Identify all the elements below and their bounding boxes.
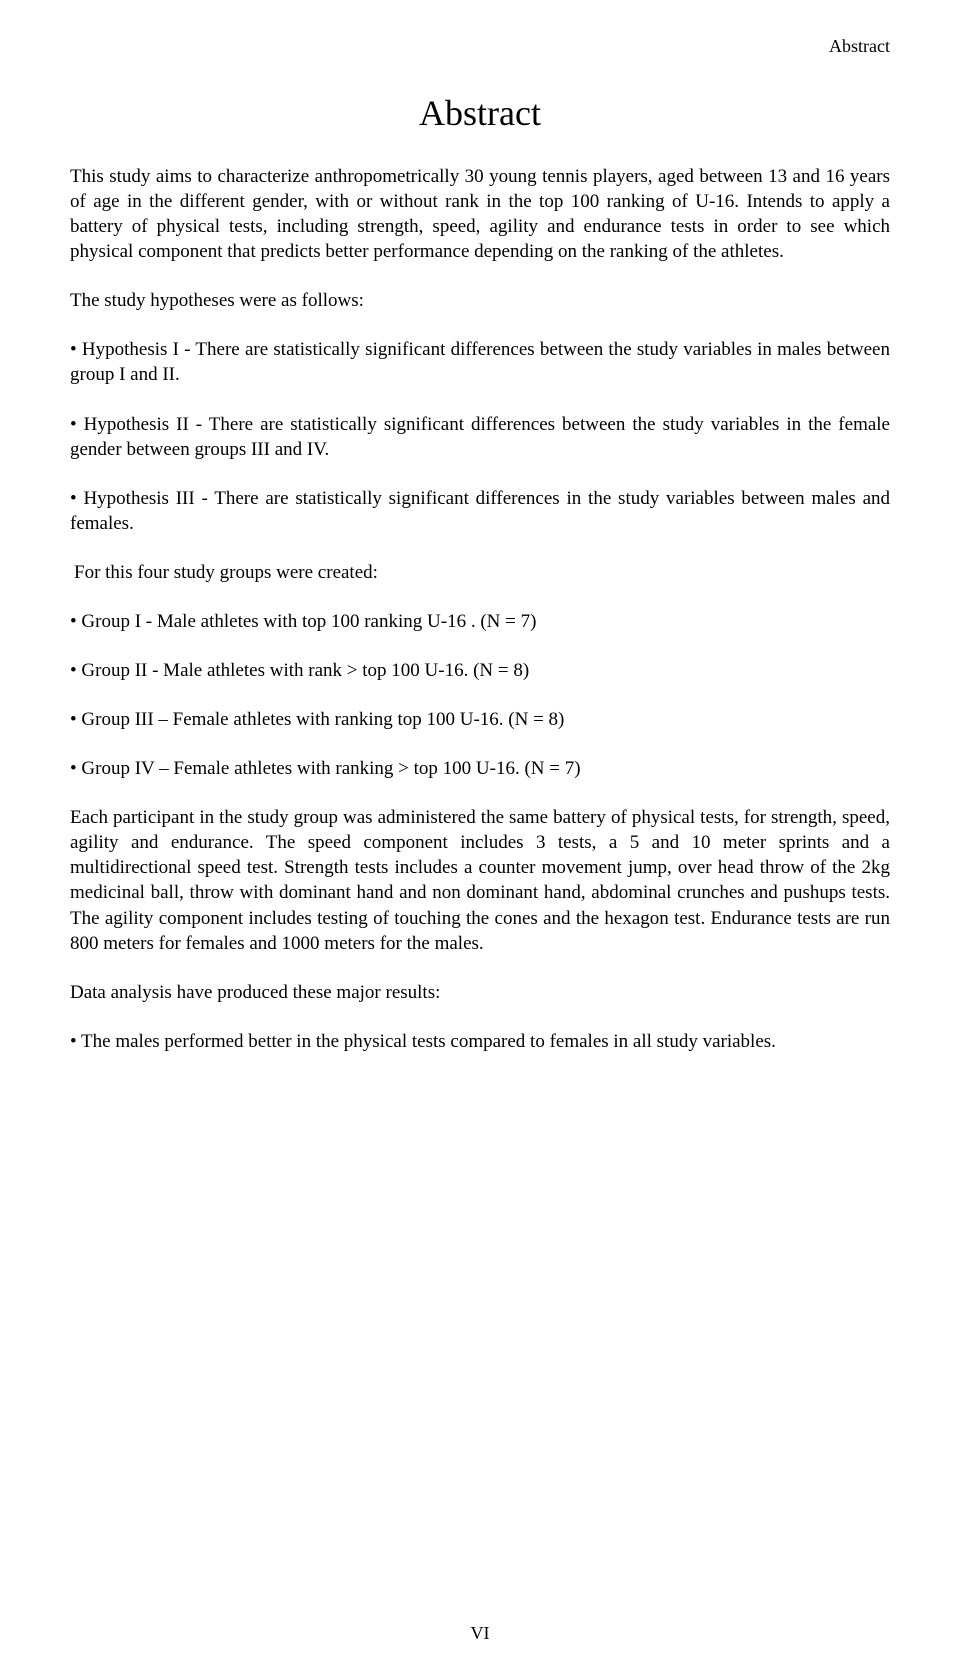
methods-paragraph: Each participant in the study group was … [70, 805, 890, 955]
group-3: • Group III – Female athletes with ranki… [70, 707, 890, 732]
groups-lead: For this four study groups were created: [74, 560, 890, 585]
group-1: • Group I - Male athletes with top 100 r… [70, 609, 890, 634]
group-2: • Group II - Male athletes with rank > t… [70, 658, 890, 683]
results-lead: Data analysis have produced these major … [70, 980, 890, 1005]
result-1: • The males performed better in the phys… [70, 1029, 890, 1054]
running-head: Abstract [829, 36, 890, 57]
group-4: • Group IV – Female athletes with rankin… [70, 756, 890, 781]
intro-paragraph: This study aims to characterize anthropo… [70, 164, 890, 264]
hypothesis-3: • Hypothesis III - There are statistical… [70, 486, 890, 536]
hypotheses-lead: The study hypotheses were as follows: [70, 288, 890, 313]
hypothesis-1: • Hypothesis I - There are statistically… [70, 337, 890, 387]
document-page: Abstract Abstract This study aims to cha… [0, 0, 960, 1674]
hypothesis-2: • Hypothesis II - There are statisticall… [70, 412, 890, 462]
page-title: Abstract [70, 92, 890, 134]
page-number: VI [0, 1623, 960, 1644]
